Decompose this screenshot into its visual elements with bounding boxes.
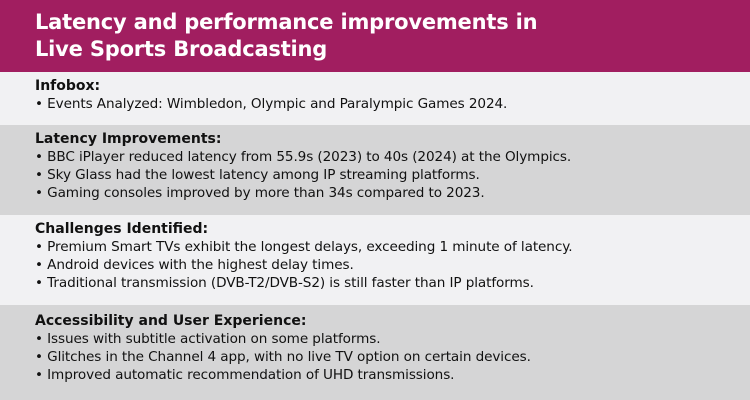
section-accessibility: Accessibility and User Experience: Issue… — [0, 305, 750, 400]
list-item: Improved automatic recommendation of UHD… — [35, 366, 750, 384]
title-line-2: Live Sports Broadcasting — [35, 37, 328, 61]
section-heading: Infobox: — [35, 78, 101, 94]
section-infobox: Infobox: Events Analyzed: Wimbledon, Oly… — [0, 72, 750, 125]
list-item: Sky Glass had the lowest latency among I… — [35, 166, 750, 184]
list-item: Gaming consoles improved by more than 34… — [35, 184, 750, 202]
list-item: Events Analyzed: Wimbledon, Olympic and … — [35, 95, 750, 113]
section-challenges: Challenges Identified: Premium Smart TVs… — [0, 215, 750, 305]
list-item: Premium Smart TVs exhibit the longest de… — [35, 238, 750, 256]
list-item: Issues with subtitle activation on some … — [35, 330, 750, 348]
section-latency-improvements: Latency Improvements: BBC iPlayer reduce… — [0, 125, 750, 215]
list-item: BBC iPlayer reduced latency from 55.9s (… — [35, 148, 750, 166]
list-item: Android devices with the highest delay t… — [35, 256, 750, 274]
section-heading: Accessibility and User Experience: — [35, 313, 307, 329]
list-item: Glitches in the Channel 4 app, with no l… — [35, 348, 750, 366]
header-banner: Latency and performance improvements in … — [0, 0, 750, 72]
page-title: Latency and performance improvements in … — [35, 9, 750, 63]
title-line-1: Latency and performance improvements in — [35, 10, 538, 34]
section-heading: Challenges Identified: — [35, 221, 209, 237]
list-item: Traditional transmission (DVB-T2/DVB-S2)… — [35, 274, 750, 292]
section-heading: Latency Improvements: — [35, 131, 222, 147]
